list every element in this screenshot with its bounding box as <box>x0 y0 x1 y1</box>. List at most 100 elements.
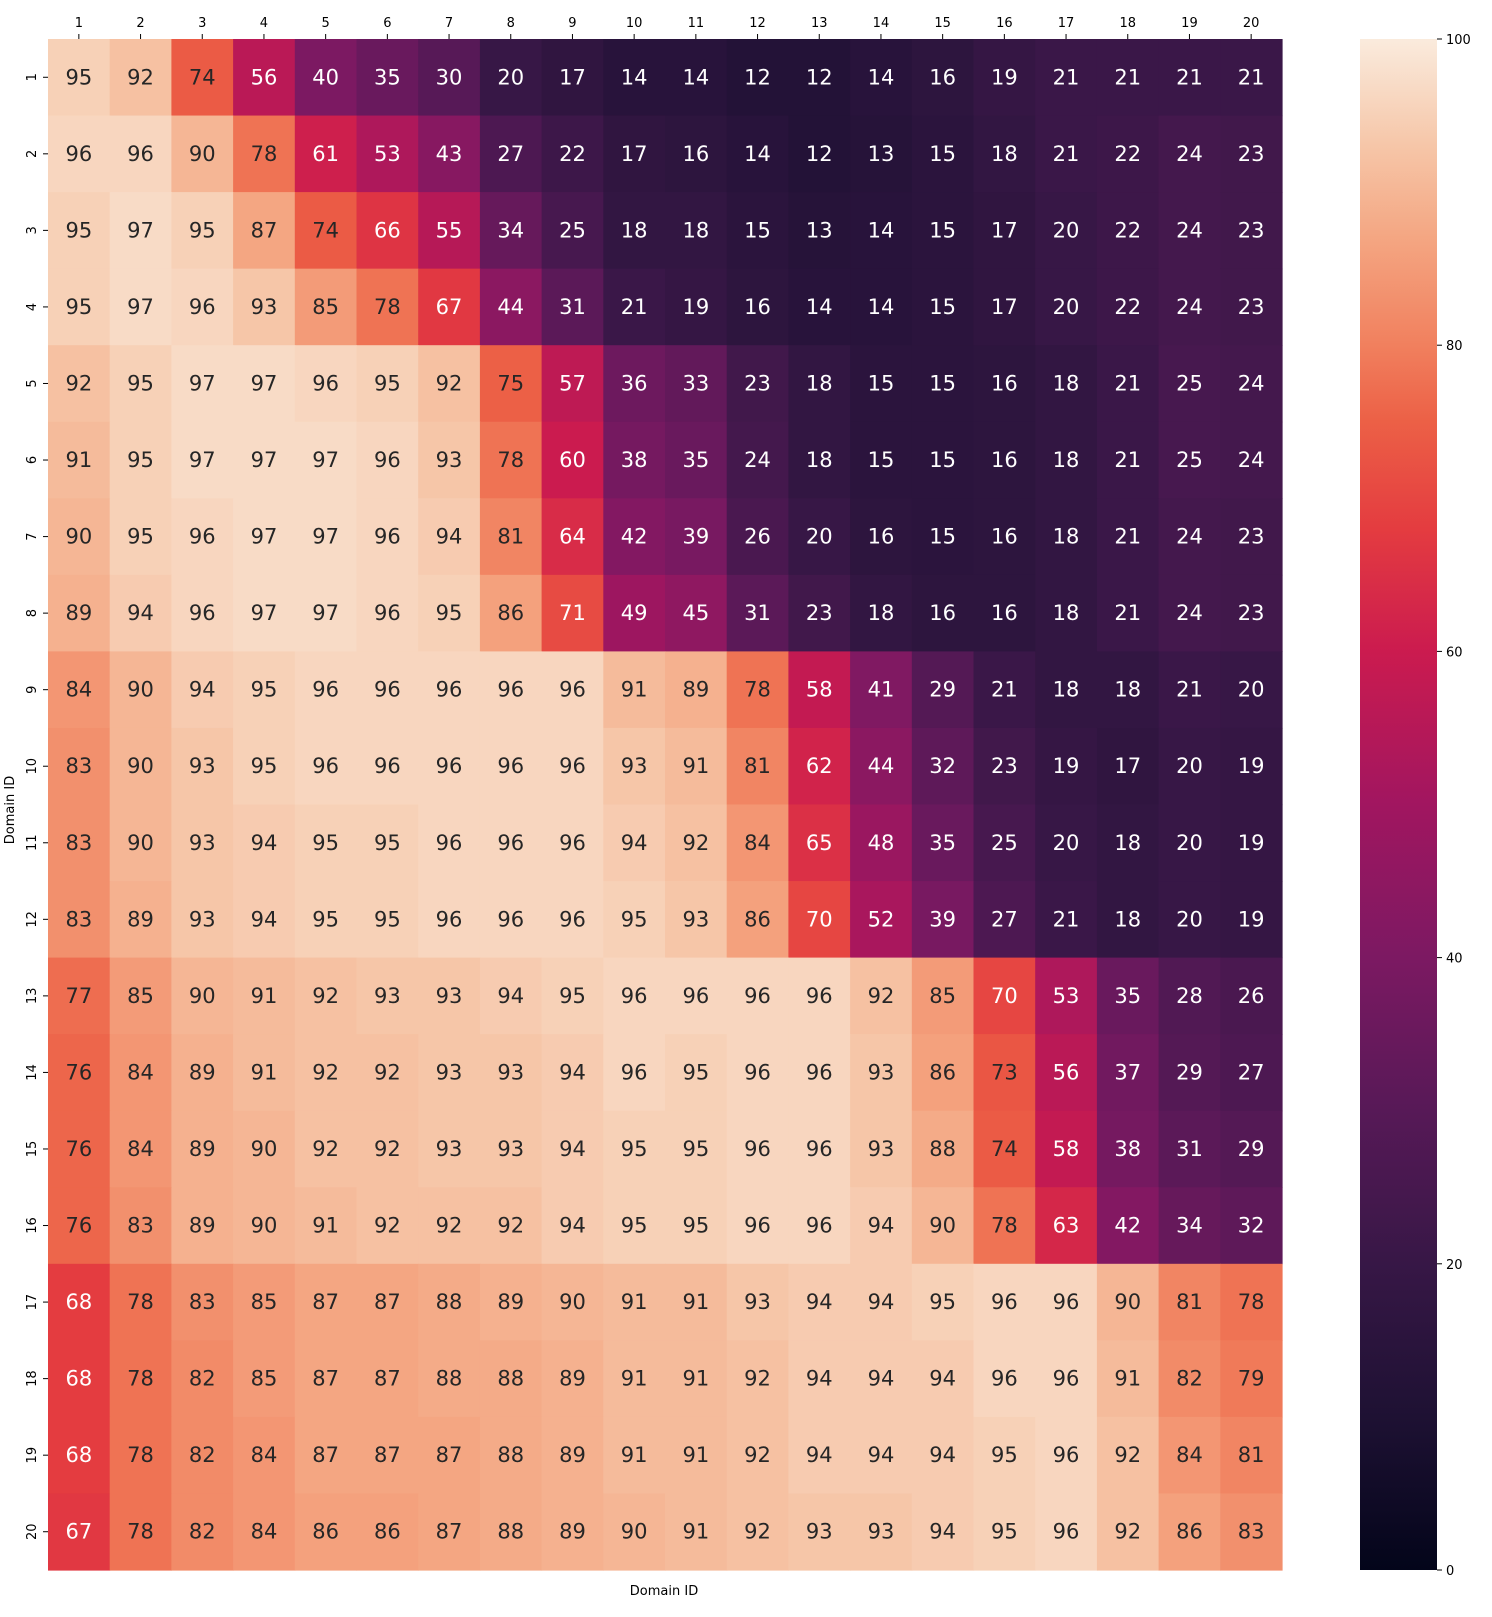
heatmap-cell <box>356 574 419 652</box>
heatmap-cell <box>233 1263 296 1341</box>
heatmap-cell-label: 92 <box>436 1214 463 1238</box>
heatmap-cell <box>541 421 604 499</box>
heatmap-cell <box>48 192 111 270</box>
heatmap-cell <box>418 1034 481 1112</box>
x-tick-label: 9 <box>568 16 576 31</box>
heatmap-cell <box>1096 39 1160 117</box>
heatmap-cell-label: 94 <box>929 1520 956 1544</box>
heatmap-cell-label: 31 <box>744 601 771 625</box>
heatmap-cell-label: 16 <box>991 448 1018 472</box>
heatmap-cell <box>788 574 851 652</box>
heatmap-cell <box>418 345 481 423</box>
heatmap-cell-label: 62 <box>806 754 833 778</box>
heatmap-cell <box>973 1187 1036 1265</box>
heatmap-cell <box>850 1110 913 1188</box>
heatmap-cell <box>665 39 728 117</box>
y-tick-label: 3 <box>25 226 40 234</box>
heatmap-cell-label: 84 <box>744 831 771 855</box>
heatmap-cell <box>973 1263 1036 1341</box>
heatmap-cell-label: 17 <box>1114 754 1141 778</box>
heatmap-cell <box>973 651 1036 729</box>
heatmap-cell <box>1158 1493 1221 1571</box>
heatmap-cell-label: 57 <box>559 371 586 395</box>
heatmap-cell-label: 45 <box>682 601 709 625</box>
y-tick-label: 15 <box>25 1141 40 1158</box>
heatmap-cell-label: 73 <box>991 1060 1018 1084</box>
heatmap-cell <box>479 498 543 576</box>
y-tick-label: 18 <box>25 1370 40 1387</box>
heatmap-cell-label: 89 <box>559 1367 586 1391</box>
x-tick-label: 5 <box>322 16 330 31</box>
heatmap-cell <box>109 345 172 423</box>
heatmap-cell <box>973 192 1036 270</box>
heatmap-cell <box>1220 268 1283 346</box>
heatmap-cell <box>973 957 1036 1035</box>
heatmap-cell <box>171 1187 234 1265</box>
y-tick-label: 6 <box>25 456 40 464</box>
heatmap-cell-label: 83 <box>65 831 92 855</box>
heatmap-cell-label: 96 <box>744 1137 771 1161</box>
heatmap-cell <box>911 115 975 193</box>
heatmap-cell-label: 96 <box>682 984 709 1008</box>
heatmap-cell-label: 78 <box>497 448 524 472</box>
heatmap-cell-label: 27 <box>991 907 1018 931</box>
heatmap-cell-label: 23 <box>744 371 771 395</box>
heatmap-cell-label: 32 <box>1238 1214 1265 1238</box>
heatmap-cell <box>603 1034 666 1112</box>
heatmap-cell-label: 95 <box>374 831 401 855</box>
heatmap-cell <box>1096 1187 1160 1265</box>
heatmap-cell <box>171 1110 234 1188</box>
heatmap-cell <box>1220 1416 1283 1495</box>
heatmap-cell <box>233 1340 296 1418</box>
heatmap-cell <box>911 268 975 346</box>
heatmap-cell <box>1035 651 1098 729</box>
heatmap-cell-label: 23 <box>806 601 833 625</box>
heatmap-cell <box>726 421 789 499</box>
heatmap-cell <box>665 651 728 729</box>
heatmap-cell-label: 22 <box>1114 295 1141 319</box>
heatmap-cell-label: 94 <box>868 1214 895 1238</box>
heatmap-cell <box>48 421 111 499</box>
x-tick-label: 19 <box>1181 16 1198 31</box>
heatmap-cell <box>788 727 851 806</box>
heatmap-cell <box>1035 1263 1098 1341</box>
heatmap-cell-label: 86 <box>497 601 524 625</box>
heatmap-cell <box>1158 1034 1221 1112</box>
heatmap-cell <box>418 804 481 882</box>
heatmap-cell-label: 15 <box>868 371 895 395</box>
heatmap-cell-label: 15 <box>929 525 956 549</box>
heatmap-cell-label: 95 <box>682 1214 709 1238</box>
heatmap-cell <box>1158 192 1221 270</box>
heatmap-cell-label: 91 <box>621 1290 648 1314</box>
heatmap-cell-label: 94 <box>559 1137 586 1161</box>
heatmap-cell-label: 21 <box>1114 525 1141 549</box>
heatmap-cell <box>1035 881 1098 959</box>
heatmap-cell-label: 25 <box>1176 371 1203 395</box>
heatmap-cell <box>603 957 666 1035</box>
heatmap-cell <box>356 268 419 346</box>
heatmap-cell-label: 91 <box>65 448 92 472</box>
heatmap-cell <box>294 115 358 193</box>
heatmap-cell <box>294 651 358 729</box>
heatmap-cell-label: 82 <box>189 1520 216 1544</box>
heatmap-cell <box>911 1340 975 1418</box>
heatmap-cell <box>1035 192 1098 270</box>
y-tick-label: 8 <box>25 609 40 617</box>
heatmap-cell-label: 21 <box>1114 448 1141 472</box>
heatmap-cell <box>911 1493 975 1571</box>
heatmap-cell-label: 53 <box>374 142 401 166</box>
heatmap-cell <box>1096 498 1160 576</box>
heatmap-cell <box>356 1034 419 1112</box>
heatmap-cell-label: 33 <box>682 371 709 395</box>
heatmap-cell-label: 88 <box>436 1290 463 1314</box>
heatmap-cell-label: 16 <box>991 371 1018 395</box>
heatmap-cell-label: 17 <box>991 295 1018 319</box>
heatmap-cell-label: 96 <box>991 1367 1018 1391</box>
heatmap-cell <box>233 1110 296 1188</box>
heatmap-cell-label: 84 <box>1176 1443 1203 1467</box>
heatmap-cell-label: 16 <box>744 295 771 319</box>
heatmap-cell-label: 96 <box>1053 1290 1080 1314</box>
heatmap-cell <box>1220 957 1283 1035</box>
heatmap-cell <box>1096 1263 1160 1341</box>
